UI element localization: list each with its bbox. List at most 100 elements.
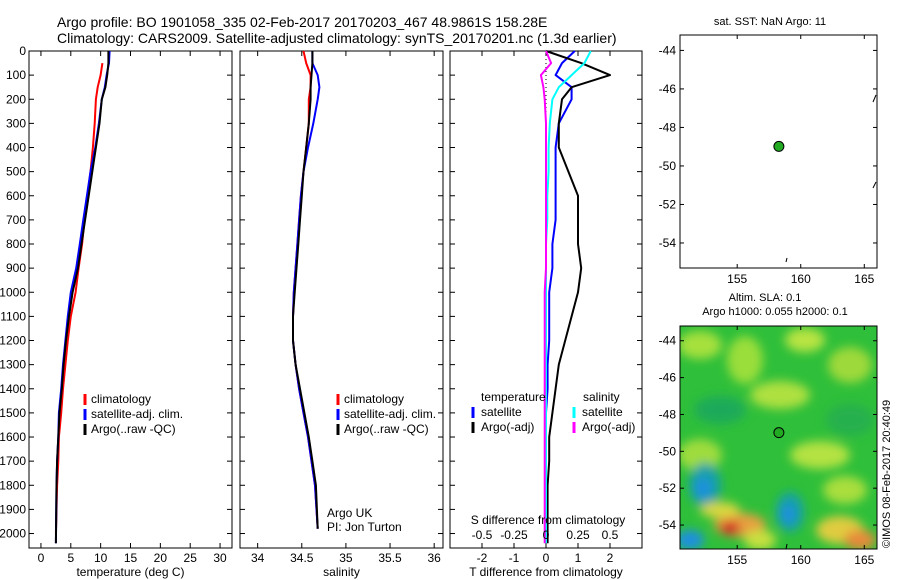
sst-map-ytick-label: -54 — [659, 236, 677, 250]
temperature-ytick-label: 500 — [6, 165, 26, 179]
temperature-ytick-label: 1100 — [0, 309, 26, 323]
salinity-series-2 — [292, 51, 319, 529]
temperature-xtick-label: 5 — [67, 551, 74, 565]
sst-map-coast — [785, 257, 788, 263]
sla-map-coast — [785, 543, 788, 550]
temperature-ytick-label: 400 — [6, 141, 26, 155]
header-line2: Climatology: CARS2009. Satellite-adjuste… — [57, 30, 617, 46]
sla-map-ytick-label: -44 — [659, 334, 677, 348]
temperature-plot: 0100200300400500600700800900100011001200… — [0, 44, 233, 579]
salinity-frame — [239, 50, 444, 549]
sla-map-ytick-label: -52 — [659, 481, 677, 495]
salinity-xtick-label: 35.5 — [378, 551, 402, 565]
temperature-ytick-label: 2000 — [0, 527, 26, 541]
legend-temperature-item-1: Argo(-adj) — [481, 420, 534, 434]
sst-map-xtick-label: 160 — [791, 272, 811, 286]
sla-map-subtitle: Argo h1000: 0.055 h2000: 0.1 — [702, 306, 848, 318]
difference-s-xtick-label: 0 — [543, 528, 550, 542]
sla-map-xtick-label: 160 — [791, 553, 811, 567]
sla-map-ytick-label: -50 — [659, 444, 677, 458]
temperature-xtick-label: 0 — [38, 551, 45, 565]
difference-series-3 — [539, 50, 553, 544]
legend-label-1: satellite-adj. clim. — [344, 407, 436, 421]
temperature-ytick-label: 100 — [6, 68, 26, 82]
difference-xtick-label: -1 — [509, 551, 520, 565]
sst-map-xtick-label: 165 — [854, 272, 874, 286]
sst-map-axes: -44 -46 -48 -50 -52 -54 155 160 165 — [659, 35, 877, 286]
difference-s-xtick-label: 0.5 — [602, 528, 619, 542]
sst-map-coast — [872, 94, 877, 103]
temperature-ytick-label: 200 — [6, 92, 26, 106]
difference-plot: -2 -1 0 1 2T difference from climatology -0.5… — [449, 50, 643, 579]
legend-salinity-item-1: Argo(-adj) — [582, 420, 635, 434]
temperature-ytick-label: 0 — [19, 44, 26, 58]
difference-s-xtick-label: 0.25 — [566, 528, 590, 542]
salinity-xtick-label: 34 — [251, 551, 265, 565]
difference-xtick-label: 0 — [543, 551, 550, 565]
sla-heatmap-field — [680, 328, 876, 549]
temperature-xtick-label: 20 — [154, 551, 168, 565]
temperature-xlabel: temperature (deg C) — [76, 565, 184, 579]
copyright-text: ©IMOS 08-Feb-2017 20:40:49 — [881, 400, 893, 548]
sst-map-coast — [872, 181, 877, 189]
sst-map-ytick-label: -44 — [659, 43, 677, 57]
difference-s-xtick-label: -0.25 — [500, 528, 528, 542]
legend-label-0: climatology — [344, 392, 404, 406]
sla-map-points — [773, 427, 785, 439]
sla-map: Altim. SLA: 0.1 Argo h1000: 0.055 h2000:… — [659, 292, 878, 567]
sst-map-ytick-label: -48 — [659, 120, 677, 134]
sla-map-argo-point — [773, 427, 785, 439]
difference-s-xtick-label: -0.5 — [472, 528, 493, 542]
temperature-ytick-label: 800 — [6, 237, 26, 251]
salinity-plot: 34 34.5 35 35.5 36 salinity climatologysatelli… — [239, 50, 444, 579]
difference-xtick-label: 1 — [575, 551, 582, 565]
temperature-ytick-label: 600 — [6, 189, 26, 203]
temperature-xtick-label: 10 — [94, 551, 108, 565]
sla-map-xtick-label: 155 — [727, 553, 747, 567]
temperature-ytick-label: 1300 — [0, 358, 26, 372]
sst-map-argo-point — [773, 140, 785, 152]
sst-map-title: sat. SST: NaN Argo: 11 — [714, 16, 826, 28]
temperature-ytick-label: 1900 — [0, 502, 26, 516]
salinity-annotation: PI: Jon Turton — [327, 520, 402, 534]
temperature-ytick-label: 700 — [6, 213, 26, 227]
temperature-xtick-label: 25 — [184, 551, 198, 565]
legend-label-2: Argo(..raw -QC) — [91, 422, 176, 436]
sst-map-ytick-label: -52 — [659, 197, 677, 211]
legend-label-2: Argo(..raw -QC) — [344, 422, 429, 436]
temperature-ytick-label: 1700 — [0, 454, 26, 468]
difference-xlabel: T difference from climatology — [469, 565, 623, 579]
legend-salinity-title: salinity — [583, 390, 620, 404]
temperature-series-2 — [54, 51, 110, 544]
temperature-ytick-label: 300 — [6, 116, 26, 130]
sla-map-frame — [679, 325, 878, 550]
sla-map-ytick-label: -54 — [659, 518, 677, 532]
salinity-xtick-label: 35 — [339, 551, 353, 565]
sla-map-ytick-label: -48 — [659, 407, 677, 421]
salinity-annotation: Argo UK — [327, 506, 372, 520]
legend-temperature-item-0: satellite — [481, 405, 522, 419]
temperature-ytick-label: 900 — [6, 261, 26, 275]
temperature-ytick-label: 1500 — [0, 406, 26, 420]
legend-temperature-title: temperature — [481, 390, 546, 404]
sla-map-title: Altim. SLA: 0.1 — [729, 292, 802, 304]
salinity-xlabel: salinity — [323, 565, 360, 579]
header-line1: Argo profile: BO 1901058_335 02-Feb-2017… — [57, 14, 547, 30]
legend-label-1: satellite-adj. clim. — [91, 407, 183, 421]
difference-series-1 — [545, 50, 611, 544]
sst-map-ytick-label: -50 — [659, 159, 677, 173]
temperature-ytick-label: 1000 — [0, 285, 26, 299]
sst-map-points — [773, 140, 785, 152]
temperature-ytick-label: 1200 — [0, 334, 26, 348]
temperature-frame — [28, 50, 233, 549]
temperature-ytick-label: 1600 — [0, 430, 26, 444]
sla-heatmap — [680, 326, 877, 549]
legend-salinity-item-0: satellite — [582, 405, 623, 419]
temperature-xtick-label: 15 — [124, 551, 138, 565]
sst-map-ytick-label: -46 — [659, 82, 677, 96]
salinity-xtick-label: 36 — [427, 551, 441, 565]
sla-map-ytick-label: -46 — [659, 371, 677, 385]
sst-map: sat. SST: NaN Argo: 11 -44 -46 -48 -50 -52 -5… — [659, 16, 878, 286]
sst-map-xtick-label: 155 — [727, 272, 747, 286]
